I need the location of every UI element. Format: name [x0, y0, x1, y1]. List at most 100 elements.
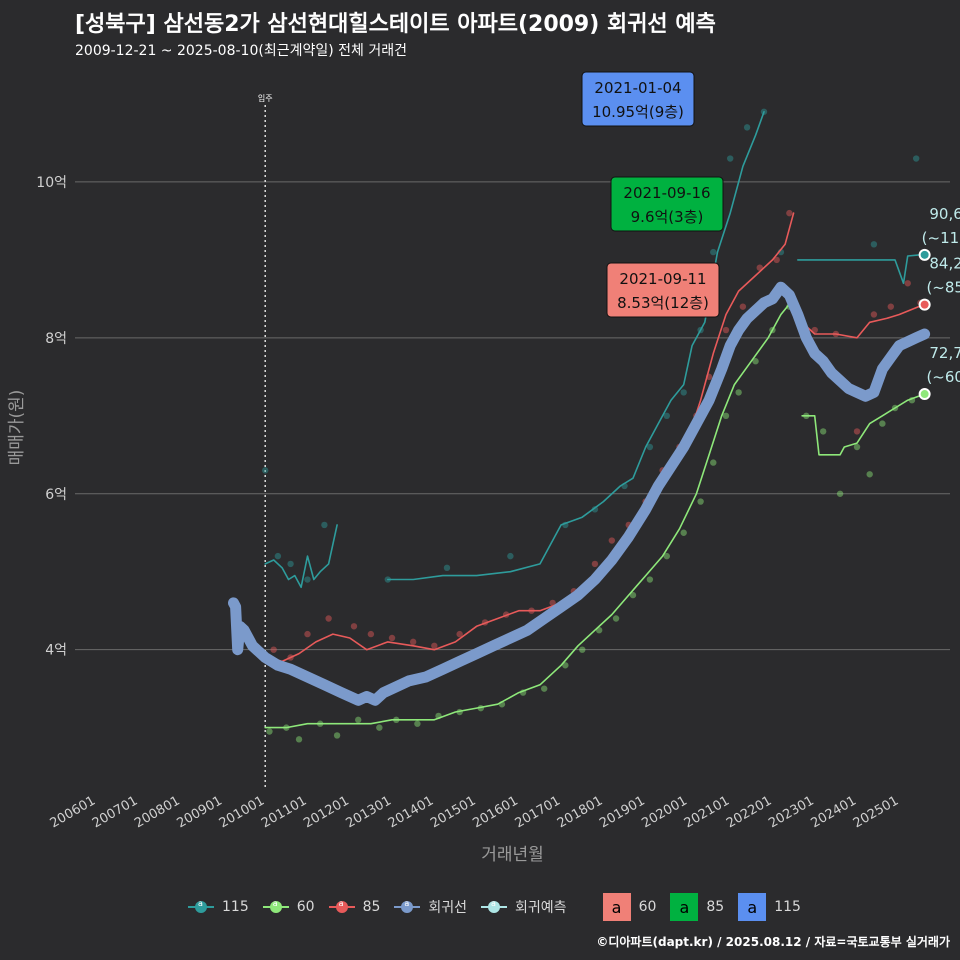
scatter-point-s115 — [304, 576, 311, 583]
scatter-point-s115 — [507, 552, 514, 560]
legend-item-85: a 85 — [328, 897, 381, 917]
series-line-115 — [264, 524, 338, 589]
x-tick-label: 201201 — [301, 793, 351, 831]
series-line-85 — [801, 303, 926, 339]
chart-title: [성북구] 삼선동2가 삼선현대힐스테이트 아파트(2009) 회귀선 예측 — [75, 12, 716, 37]
scatter-point-s115 — [321, 521, 328, 529]
scatter-point-s115 — [710, 248, 717, 256]
legend-box-60: a 60 — [602, 893, 656, 921]
caption: ©디아파트(dapt.kr) / 2025.08.12 / 자료=국토교통부 실… — [596, 935, 950, 949]
legend-item-60: a 60 — [262, 897, 315, 917]
series-line-60 — [801, 393, 926, 456]
scatter-point-s85 — [270, 646, 277, 653]
scatter-point-s85 — [367, 630, 375, 638]
highlight-box — [606, 262, 720, 318]
scatter-point-s85 — [549, 599, 556, 607]
scatter-point-s60 — [819, 428, 827, 435]
highlight-annotation: 2021-09-16 9.6억(3층) — [610, 176, 724, 232]
scatter-point-s85 — [350, 623, 358, 630]
legend-box-label-85: 85 — [706, 899, 725, 915]
scatter-point-s85 — [870, 311, 878, 318]
x-tick-label: 201101 — [259, 793, 309, 831]
scatter-point-s60 — [355, 716, 362, 724]
scatter-point-s85 — [773, 256, 780, 264]
y-axis-title: 매매가(원) — [7, 390, 27, 466]
scatter-point-s60 — [541, 685, 548, 692]
highlight-value: 10.95억(9층) — [592, 103, 684, 121]
prediction-price-label: 90,650 — [929, 205, 960, 223]
legend-box-swatch-115: a — [738, 893, 767, 921]
x-tick-label: 202301 — [766, 793, 816, 831]
x-tick-label: 202401 — [809, 793, 859, 831]
prediction-price-label: 72,792 — [929, 344, 960, 362]
x-tick-label: 202501 — [851, 793, 901, 831]
move-in-label: 입주 — [258, 94, 273, 103]
y-tick-label: 10억 — [36, 175, 67, 191]
scatter-point-s85 — [431, 642, 438, 649]
legend-box-swatch-85: a — [670, 893, 699, 921]
prediction-area-label: (~85㎡) — [926, 279, 960, 297]
x-tick-label: 202001 — [639, 793, 689, 831]
prediction-price-label: 84,260 — [929, 255, 960, 273]
scatter-point-s115 — [262, 467, 269, 474]
scatter-point-s60 — [295, 736, 303, 743]
highlight-annotation: 2021-09-11 8.53억(12층) — [606, 262, 720, 318]
scatter-point-s115 — [663, 412, 670, 420]
highlight-box — [610, 176, 724, 232]
scatter-point-s115 — [870, 241, 878, 248]
scatter-point-s60 — [333, 732, 341, 739]
scatter-point-s85 — [591, 560, 599, 568]
legend-label-85: 85 — [362, 899, 381, 915]
scatter-point-s60 — [579, 646, 586, 653]
scatter-point-s60 — [879, 420, 886, 427]
scatter-point-s85 — [388, 634, 396, 642]
scatter-point-s115 — [726, 155, 734, 162]
legend-key-60: a — [262, 897, 289, 917]
x-tick-label: 201601 — [470, 793, 520, 831]
x-tick-label: 201301 — [344, 793, 394, 831]
scatter-point-s60 — [612, 615, 620, 622]
x-tick-label: 202201 — [724, 793, 774, 831]
legend: a 115 a 60 a 85 a 회귀선 a 회귀예측 a 60 a 85 a… — [188, 893, 815, 921]
scatter-point-s85 — [887, 303, 895, 310]
prediction-area-label: (~115㎡) — [922, 229, 960, 247]
scatter-point-s115 — [743, 124, 751, 131]
scatter-point-s60 — [710, 459, 717, 466]
scatter-point-s60 — [752, 358, 759, 365]
scatter-point-s60 — [836, 490, 844, 497]
y-tick-label: 4억 — [45, 643, 67, 659]
highlight-annotation: 2021-01-04 10.95억(9층) — [581, 71, 695, 127]
scatter-point-s85 — [608, 537, 616, 544]
scatter-point-s115 — [591, 506, 599, 513]
scatter-point-s60 — [266, 728, 273, 735]
x-tick-label: 201001 — [217, 793, 267, 831]
scatter-point-s115 — [680, 389, 687, 396]
scatter-point-s85 — [786, 209, 793, 217]
scatter-point-s60 — [853, 443, 861, 451]
scatter-point-s60 — [866, 471, 873, 478]
x-tick-label: 201401 — [386, 793, 436, 831]
x-tick-label: 200601 — [48, 793, 98, 831]
scatter-point-s85 — [722, 326, 730, 334]
highlight-date: 2021-09-16 — [623, 184, 710, 202]
legend-box-115: a 115 — [738, 893, 801, 921]
x-tick-label: 201801 — [555, 793, 605, 831]
prediction-marker — [920, 250, 929, 259]
y-tick-label: 8억 — [45, 331, 67, 347]
scatter-point-s85 — [325, 615, 332, 622]
prediction-area-label: (~60㎡) — [926, 368, 960, 386]
legend-item-regression: a 회귀선 — [394, 897, 467, 917]
highlight-box — [581, 71, 695, 127]
scatter-point-s85 — [456, 630, 463, 638]
x-tick-label: 200901 — [174, 793, 224, 831]
x-tick-label: 201501 — [428, 793, 478, 831]
scatter-point-s60 — [376, 724, 383, 731]
legend-key-regression: a — [394, 897, 421, 917]
scatter-point-s85 — [304, 630, 311, 638]
legend-label-regression: 회귀선 — [428, 900, 468, 916]
x-tick-label: 200701 — [90, 793, 140, 831]
legend-item-prediction: a 회귀예측 — [481, 897, 567, 917]
prediction-marker — [920, 300, 929, 309]
legend-box-swatch-60: a — [602, 893, 631, 921]
highlight-value: 9.6억(3층) — [631, 208, 704, 226]
